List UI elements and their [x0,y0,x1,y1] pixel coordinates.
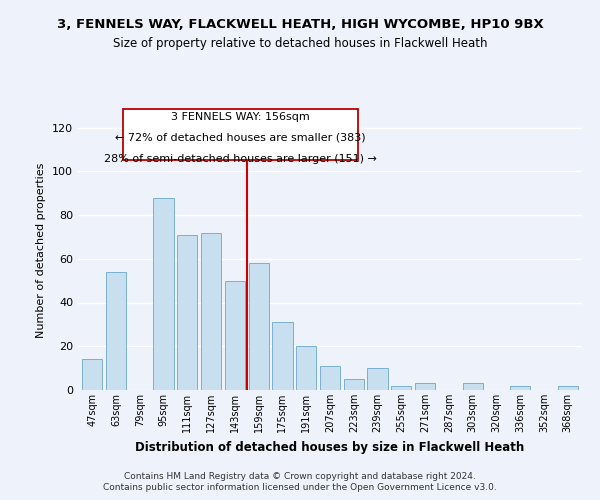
Text: ← 72% of detached houses are smaller (383): ← 72% of detached houses are smaller (38… [115,133,366,143]
FancyBboxPatch shape [124,108,358,160]
Bar [225,280,245,390]
Text: 3, FENNELS WAY, FLACKWELL HEATH, HIGH WYCOMBE, HP10 9BX: 3, FENNELS WAY, FLACKWELL HEATH, HIGH WY… [56,18,544,30]
Bar [367,368,388,390]
Bar [344,379,364,390]
Bar [177,234,197,390]
Bar [320,366,340,390]
Bar [82,360,103,390]
Bar [201,232,221,390]
Bar [415,384,435,390]
Text: 28% of semi-detached houses are larger (151) →: 28% of semi-detached houses are larger (… [104,154,377,164]
Bar [391,386,412,390]
Text: 3 FENNELS WAY: 156sqm: 3 FENNELS WAY: 156sqm [171,112,310,122]
Bar [510,386,530,390]
Bar [248,263,269,390]
Text: Contains public sector information licensed under the Open Government Licence v3: Contains public sector information licen… [103,484,497,492]
Bar [557,386,578,390]
X-axis label: Distribution of detached houses by size in Flackwell Heath: Distribution of detached houses by size … [136,440,524,454]
Bar [272,322,293,390]
Bar [106,272,126,390]
Text: Contains HM Land Registry data © Crown copyright and database right 2024.: Contains HM Land Registry data © Crown c… [124,472,476,481]
Bar [296,346,316,390]
Y-axis label: Number of detached properties: Number of detached properties [37,162,46,338]
Bar [463,384,483,390]
Text: Size of property relative to detached houses in Flackwell Heath: Size of property relative to detached ho… [113,38,487,51]
Bar [154,198,173,390]
